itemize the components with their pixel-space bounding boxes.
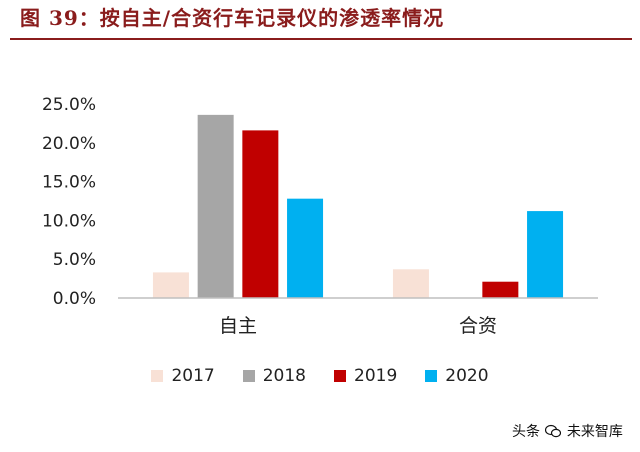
- legend-item: 2017: [151, 366, 215, 386]
- title-divider: [10, 38, 632, 40]
- legend-label: 2020: [445, 366, 489, 386]
- watermark-prefix: 头条: [512, 424, 540, 440]
- y-tick-label: 0.0%: [53, 289, 96, 309]
- y-tick-label: 20.0%: [42, 134, 96, 154]
- x-category-label: 合资: [459, 315, 497, 337]
- bar-2020-0: [287, 198, 324, 298]
- bar-2018-0: [197, 114, 234, 298]
- legend-swatch: [425, 370, 438, 382]
- legend-label: 2018: [262, 366, 306, 386]
- y-tick-label: 15.0%: [42, 173, 96, 193]
- bar-2020-1: [527, 211, 564, 298]
- x-axis-labels: 自主 合资: [219, 315, 497, 337]
- legend-label: 2019: [354, 366, 398, 386]
- legend-item: 2019: [334, 366, 397, 386]
- figure-title: 图 39：按自主/合资行车记录仪的渗透率情况: [20, 6, 445, 30]
- bar-2017-0: [152, 272, 189, 298]
- wechat-icon: [545, 424, 562, 438]
- legend-item: 2020: [425, 366, 489, 386]
- y-tick-label: 5.0%: [53, 250, 96, 270]
- bar-2017-1: [392, 269, 429, 298]
- y-tick-label: 10.0%: [42, 211, 96, 231]
- chart-legend: 2017 2018 2019 2020: [0, 366, 640, 386]
- bar-series: [152, 114, 564, 298]
- legend-item: 2018: [242, 366, 306, 386]
- legend-swatch: [151, 370, 164, 382]
- y-axis-ticks: 0.0% 5.0% 10.0% 15.0% 20.0% 25.0%: [42, 95, 96, 309]
- watermark: 头条 未来智库: [512, 421, 623, 441]
- y-tick-label: 25.0%: [42, 95, 96, 115]
- legend-swatch: [334, 370, 346, 382]
- legend-label: 2017: [171, 366, 215, 386]
- watermark-brand: 未来智库: [566, 424, 623, 440]
- bar-2019-0: [242, 130, 279, 298]
- legend-swatch: [242, 370, 255, 382]
- x-category-label: 自主: [219, 315, 257, 337]
- bar-2019-1: [482, 281, 519, 298]
